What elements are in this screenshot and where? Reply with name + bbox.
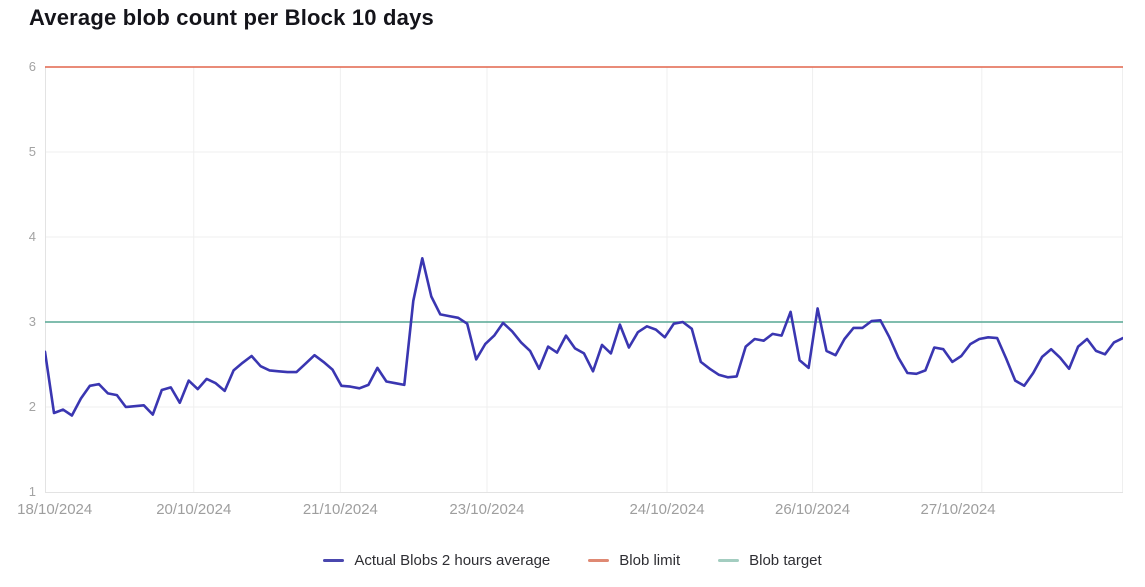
chart-title: Average blob count per Block 10 days	[29, 5, 434, 30]
legend-line-icon	[718, 559, 740, 562]
x-tick-label: 27/10/2024	[920, 501, 996, 518]
legend-label: Blob target	[749, 552, 822, 569]
x-tick-label: 20/10/2024	[156, 501, 232, 518]
x-tick-label: 21/10/2024	[302, 501, 378, 518]
legend-item-blob-limit[interactable]: Blob limit	[588, 552, 680, 569]
legend-label: Actual Blobs 2 hours average	[354, 552, 551, 569]
y-tick-label: 1	[28, 484, 36, 499]
x-tick-label: 23/10/2024	[449, 501, 525, 518]
chart-canvas[interactable]	[45, 60, 1123, 493]
legend-line-icon	[588, 559, 610, 562]
y-axis: 1 2 3 4 5 6	[0, 59, 38, 499]
x-tick-label: 24/10/2024	[629, 501, 705, 518]
y-tick-label: 2	[28, 399, 36, 414]
legend-item-blob-target[interactable]: Blob target	[718, 552, 822, 569]
legend-line-icon	[323, 559, 345, 562]
x-tick-label: 18/10/2024	[17, 501, 93, 518]
actual-blobs-line	[45, 257, 1123, 417]
plot-area[interactable]	[45, 60, 1123, 493]
y-tick-label: 4	[28, 229, 36, 244]
x-tick-label: 26/10/2024	[774, 501, 851, 518]
y-tick-label: 3	[28, 314, 36, 329]
x-axis: 18/10/2024 20/10/2024 21/10/2024 23/10/2024…	[17, 501, 1123, 521]
y-tick-label: 5	[28, 144, 36, 159]
legend-label: Blob limit	[619, 552, 681, 569]
legend-item-actual-blobs-2-hours-average[interactable]: Actual Blobs 2 hours average	[323, 552, 550, 569]
legend: Actual Blobs 2 hours average Blob limit Bl…	[0, 552, 1145, 569]
y-tick-label: 6	[28, 59, 36, 74]
